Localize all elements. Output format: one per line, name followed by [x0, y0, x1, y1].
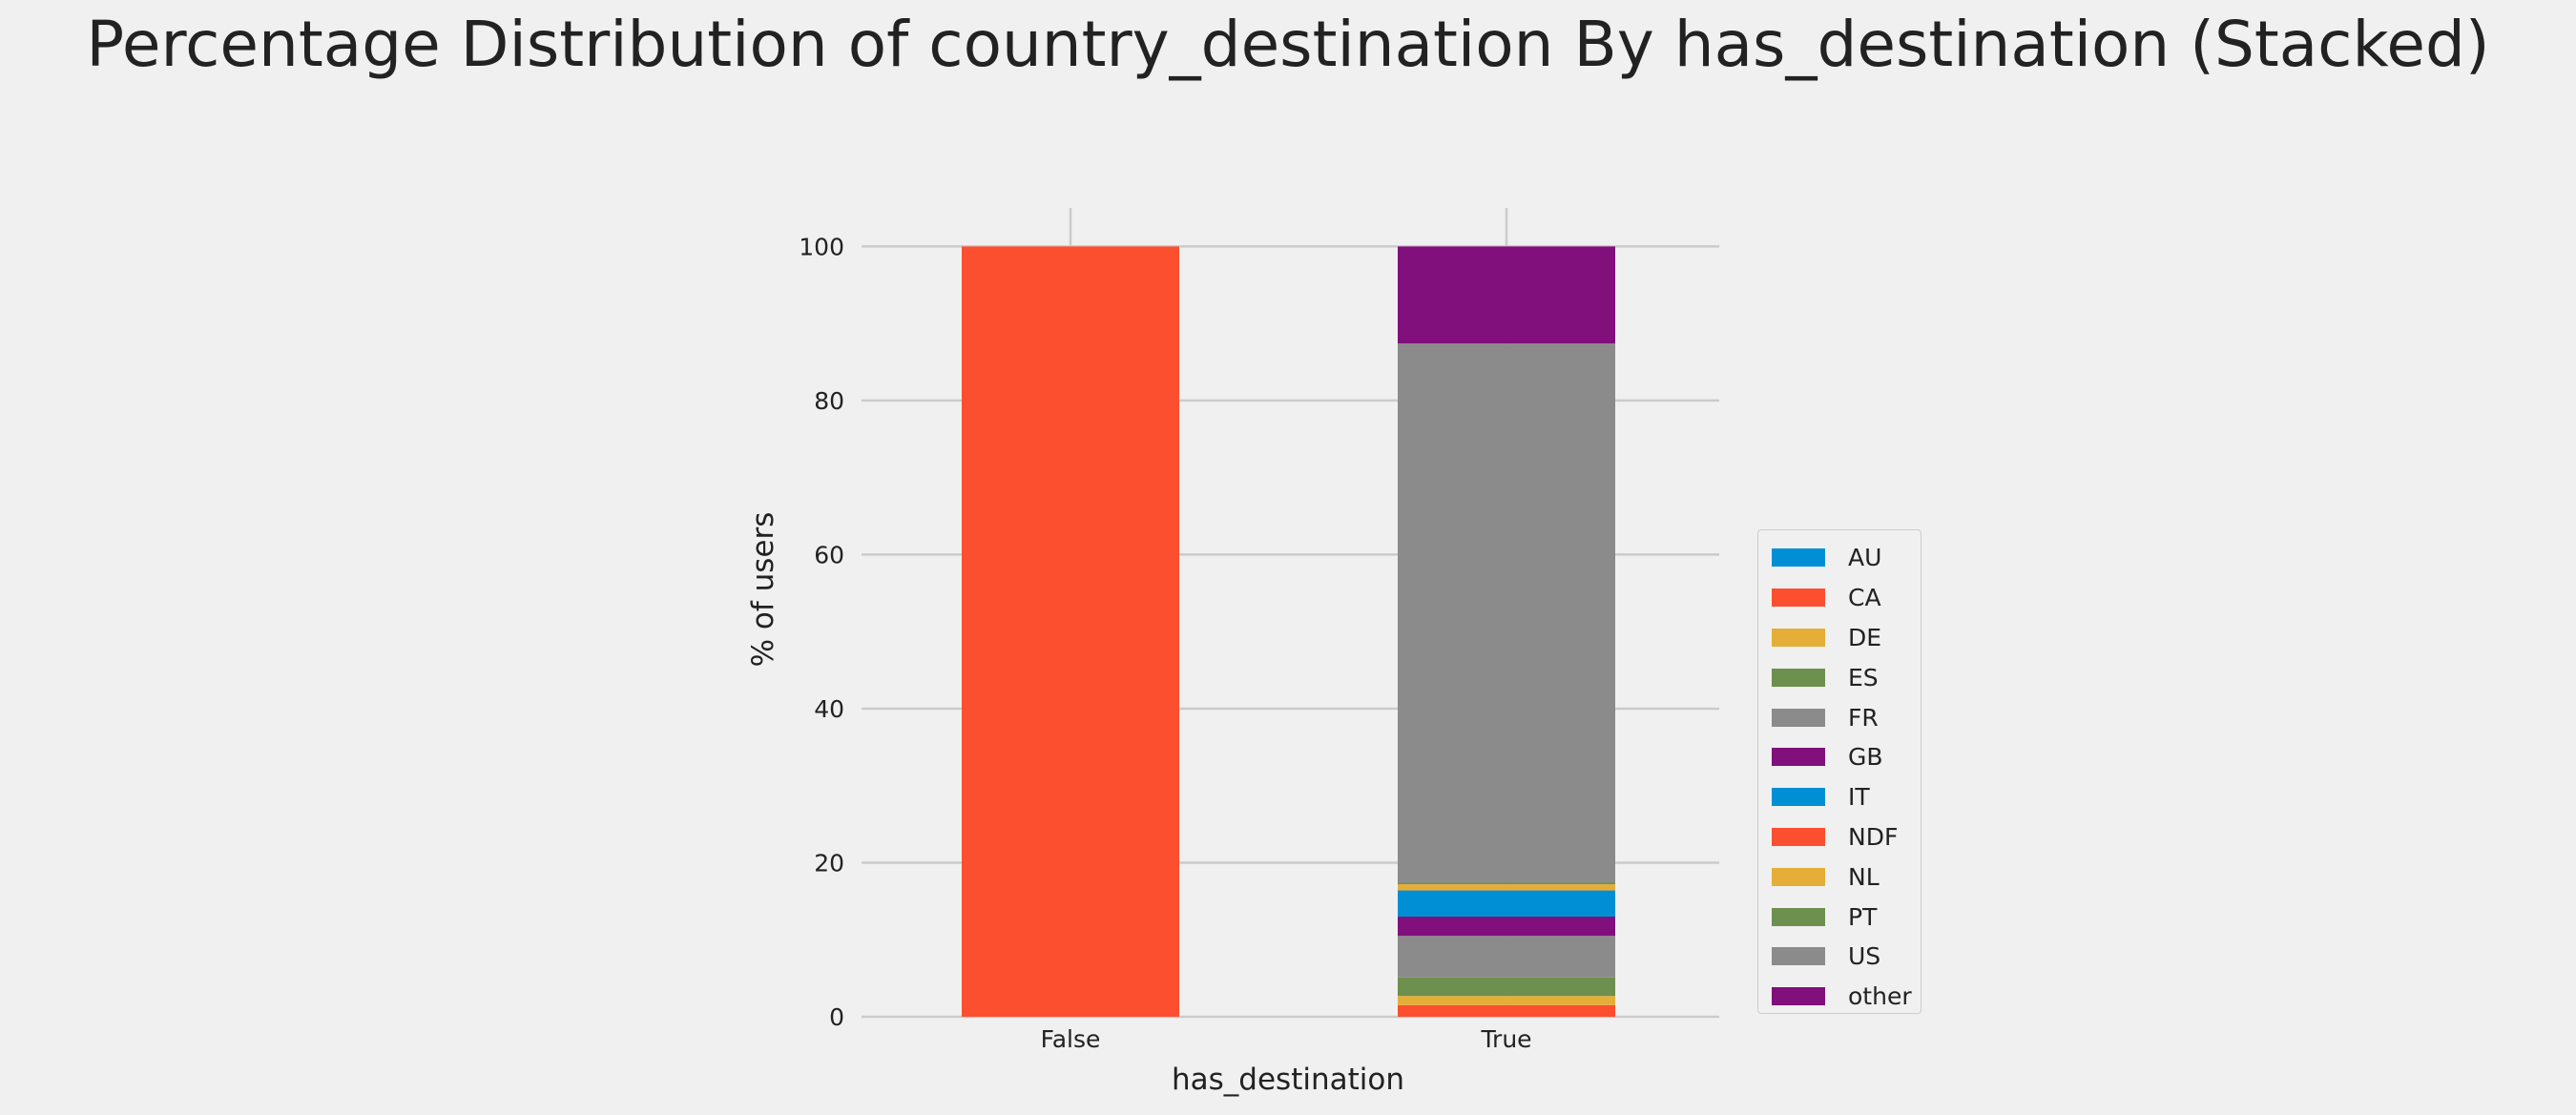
legend-item: other [1772, 977, 1921, 1017]
legend-item: ES [1772, 657, 1921, 697]
legend-swatch [1772, 907, 1825, 926]
y-tick-label: 100 [799, 233, 844, 260]
bar-segment-true-fr [1398, 936, 1615, 978]
bar-segment-true-us [1398, 343, 1615, 883]
legend-swatch [1772, 987, 1825, 1006]
legend-item: CA [1772, 578, 1921, 618]
y-tick-label: 60 [814, 541, 844, 568]
legend-label: US [1848, 942, 1881, 971]
bar-segment-true-other [1398, 246, 1615, 344]
legend: AU CA DE ES FR GB IT NDF NL PT US other [1757, 529, 1922, 1014]
legend-swatch [1772, 867, 1825, 886]
legend-swatch [1772, 827, 1825, 846]
legend-item: NDF [1772, 817, 1921, 857]
y-axis-label: % of users [746, 512, 780, 668]
legend-item: AU [1772, 538, 1921, 578]
bar-segment-true-it [1398, 890, 1615, 918]
legend-swatch [1772, 588, 1825, 608]
bar-segment-false-ndf [962, 246, 1179, 1017]
x-axis-label: has_destination [1172, 1063, 1404, 1097]
legend-swatch [1772, 548, 1825, 568]
x-axis: False True [1041, 1025, 1532, 1053]
legend-label: IT [1848, 783, 1870, 812]
bar-segment-true-es [1398, 977, 1615, 997]
legend-swatch [1772, 668, 1825, 687]
bar-segment-true-gb [1398, 917, 1615, 937]
legend-item: US [1772, 937, 1921, 977]
x-tick-label: True [1480, 1025, 1531, 1053]
legend-item: NL [1772, 857, 1921, 897]
legend-swatch [1772, 788, 1825, 807]
chart-title: Percentage Distribution of country_desti… [86, 8, 2490, 81]
legend-label: ES [1848, 663, 1879, 692]
y-axis: 0 20 40 60 80 100 [799, 233, 844, 1031]
bar-segment-true-pt [1398, 882, 1615, 885]
legend-item: FR [1772, 697, 1921, 737]
legend-label: FR [1848, 703, 1879, 732]
bars [962, 246, 1615, 1017]
y-tick-label: 80 [814, 387, 844, 415]
y-tick-label: 40 [814, 695, 844, 723]
legend-swatch [1772, 628, 1825, 647]
legend-label: AU [1848, 544, 1882, 572]
legend-item: IT [1772, 777, 1921, 817]
legend-swatch [1772, 748, 1825, 767]
legend-label: NDF [1848, 822, 1899, 851]
legend-swatch [1772, 708, 1825, 727]
legend-item: GB [1772, 737, 1921, 777]
bar-segment-true-ca [1398, 1004, 1615, 1017]
bar-segment-true-de [1398, 996, 1615, 1005]
legend-item: PT [1772, 897, 1921, 937]
x-tick-label: False [1041, 1025, 1101, 1053]
bar-segment-true-nl [1398, 884, 1615, 891]
legend-label: PT [1848, 902, 1878, 931]
legend-item: DE [1772, 618, 1921, 658]
y-tick-label: 0 [829, 1003, 844, 1031]
y-tick-label: 20 [814, 849, 844, 877]
legend-label: NL [1848, 862, 1880, 891]
legend-swatch [1772, 947, 1825, 966]
legend-label: other [1848, 982, 1912, 1011]
legend-label: CA [1848, 584, 1881, 612]
legend-label: DE [1848, 623, 1882, 651]
legend-label: GB [1848, 743, 1883, 772]
